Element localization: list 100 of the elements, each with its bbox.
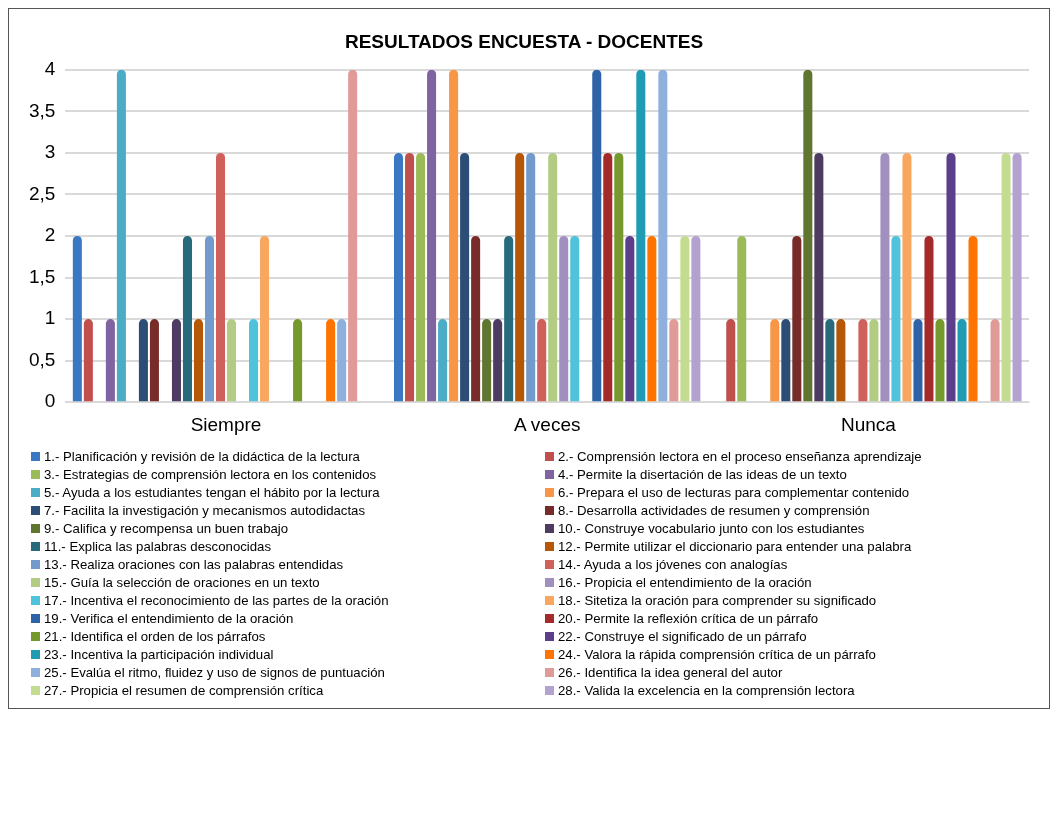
bar xyxy=(227,319,237,402)
bar xyxy=(548,152,558,402)
bar xyxy=(726,319,736,402)
bar xyxy=(204,236,215,402)
bar xyxy=(460,152,470,402)
legend-label: 9.- Califica y recompensa un buen trabajo xyxy=(44,521,289,536)
legend-label: 8.- Desarrolla actividades de resumen y comprensión xyxy=(558,503,870,518)
bar xyxy=(348,69,358,402)
y-tick-label: 2,5 xyxy=(28,182,56,204)
bar xyxy=(957,319,967,402)
bar xyxy=(182,236,192,402)
legend-label: 4.- Permite la disertación de las ideas de un texto xyxy=(558,467,847,482)
bar xyxy=(215,152,226,402)
bar xyxy=(482,319,492,402)
bar xyxy=(171,319,181,402)
legend-label: 13.- Realiza oraciones con las palabras entendidas xyxy=(44,557,344,572)
bar xyxy=(537,319,547,402)
bar xyxy=(636,69,646,402)
bar xyxy=(858,319,868,402)
bar xyxy=(526,152,536,402)
legend-label: 26.- Identifica la idea general del autor xyxy=(558,665,783,680)
bar xyxy=(946,152,956,402)
bar xyxy=(249,319,259,402)
legend-label: 21.- Identifica el orden de los párrafos xyxy=(44,629,266,644)
bar xyxy=(913,319,923,402)
bar xyxy=(405,152,415,402)
legend-label: 3.- Estrategias de comprensión lectora en los contenidos xyxy=(44,467,377,482)
bar xyxy=(680,236,690,402)
x-tick-label: Siempre xyxy=(190,413,262,435)
bar xyxy=(781,319,791,402)
legend-label: 15.- Guía la selección de oraciones en un texto xyxy=(44,575,320,590)
bar xyxy=(614,152,624,402)
bar xyxy=(737,236,747,402)
legend-label: 22.- Construye el significado de un párrafo xyxy=(558,629,807,644)
bar xyxy=(792,236,802,402)
legend-label: 25.- Evalúa el ritmo, fluidez y uso de signos de puntuación xyxy=(44,665,385,680)
bar xyxy=(814,152,824,402)
bar xyxy=(825,319,835,402)
legend-label: 27.- Propicia el resumen de comprensión crítica xyxy=(44,683,324,698)
bar xyxy=(293,319,303,402)
y-tick-label: 2 xyxy=(44,224,56,246)
bar xyxy=(493,319,503,402)
bar xyxy=(515,152,525,402)
bar xyxy=(559,236,569,402)
bar xyxy=(337,319,347,402)
bar xyxy=(427,69,437,402)
bar xyxy=(193,319,203,402)
legend-label: 28.- Valida la excelencia en la comprensión lectora xyxy=(558,683,855,698)
legend-label: 5.- Ayuda a los estudiantes tengan el hábito por la lectura xyxy=(44,485,380,500)
bar xyxy=(647,236,657,402)
bar xyxy=(116,69,126,402)
bar xyxy=(603,152,613,402)
legend-label: 2.- Comprensión lectora en el proceso enseñanza aprendizaje xyxy=(558,449,922,464)
bar xyxy=(770,319,780,402)
bar xyxy=(83,319,93,402)
bar xyxy=(149,319,159,402)
bar xyxy=(326,319,336,402)
bar xyxy=(891,236,901,402)
bar xyxy=(803,69,813,402)
bar xyxy=(394,152,404,402)
y-tick-label: 0 xyxy=(44,390,56,412)
legend-label: 20.- Permite la reflexión crítica de un párrafo xyxy=(558,611,819,626)
bar xyxy=(570,236,580,402)
y-tick-label: 4 xyxy=(44,58,56,80)
bar xyxy=(902,152,912,402)
legend-label: 12.- Permite utilizar el diccionario para entender una palabra xyxy=(558,539,912,554)
y-tick-label: 0,5 xyxy=(28,348,56,370)
legend-label: 24.- Valora la rápida comprensión crítica de un párrafo xyxy=(558,647,876,662)
bar xyxy=(72,236,82,402)
bar xyxy=(138,319,148,402)
y-tick-label: 3 xyxy=(44,141,56,163)
y-tick-label: 1,5 xyxy=(28,265,56,287)
bar xyxy=(924,236,934,402)
legend-label: 7.- Facilita la investigación y mecanismos autodidactas xyxy=(44,503,366,518)
bar xyxy=(1001,152,1011,402)
legend-label: 16.- Propicia el entendimiento de la oración xyxy=(558,575,812,590)
y-tick-label: 3,5 xyxy=(28,99,56,121)
legend-label: 1.- Planificación y revisión de la didáctica de la lectura xyxy=(44,449,360,464)
bar xyxy=(1012,152,1022,402)
y-tick-label: 1 xyxy=(44,307,56,329)
bar xyxy=(416,152,426,402)
bar xyxy=(880,152,890,402)
legend-label: 18.- Sitetiza la oración para comprender su significado xyxy=(558,593,877,608)
legend-label: 14.- Ayuda a los jóvenes con analogías xyxy=(558,557,788,572)
bar xyxy=(105,319,115,402)
bar xyxy=(260,236,270,402)
bar xyxy=(438,319,448,402)
bar xyxy=(592,69,602,402)
bar xyxy=(471,236,481,402)
bar xyxy=(990,319,1000,402)
bar xyxy=(869,319,879,402)
bar xyxy=(836,319,846,402)
legend-label: 23.- Incentiva la participación individual xyxy=(44,647,274,662)
x-tick-label: Nunca xyxy=(840,413,897,435)
legend-label: 17.- Incentiva el reconocimiento de las partes de la oración xyxy=(44,593,389,608)
bar xyxy=(625,236,635,402)
bar xyxy=(669,319,679,402)
x-tick-label: A veces xyxy=(513,413,581,435)
bar xyxy=(658,69,668,402)
bar xyxy=(968,236,978,402)
